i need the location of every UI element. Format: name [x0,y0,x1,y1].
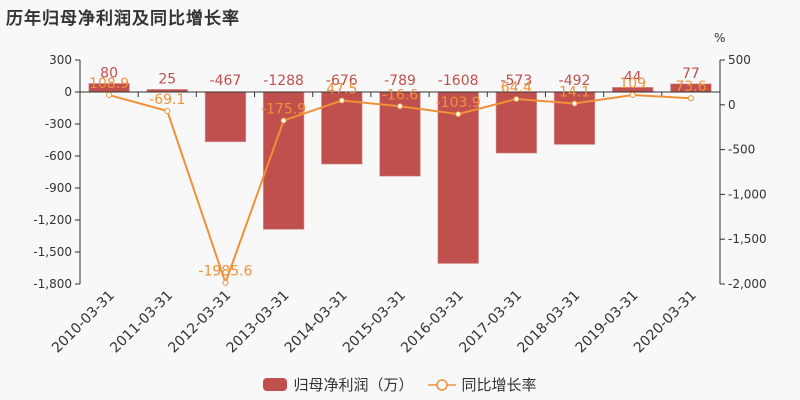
legend-label-growth-rate: 同比增长率 [461,376,537,394]
bar-value-label: -573 [500,73,532,89]
bar-value-label: -492 [559,73,591,89]
right-axis-tick-label: 0 [728,98,736,112]
bar [204,91,247,143]
right-axis-tick-label: 500 [728,53,751,67]
legend: 归母净利润（万） 同比增长率 [0,374,800,395]
growth-rate-label: 47.5 [326,82,357,98]
bar-value-label: -1288 [263,73,304,89]
chart-title: 历年归母净利润及同比增长率 [6,9,240,29]
growth-rate-label: 64.4 [501,80,532,96]
growth-rate-label: -103.9 [436,95,481,111]
bar-swatch-icon [263,378,288,391]
legend-item-growth-rate[interactable]: 同比增长率 [427,374,537,395]
bar [321,91,363,165]
right-axis-tick-label: -1,500 [728,232,767,246]
bar-value-label: 44 [624,69,642,85]
right-axis-unit: % [714,31,725,45]
left-axis-tick-label: -1,200 [33,213,72,227]
right-axis-tick-label: -500 [728,143,755,157]
left-axis-tick-label: -900 [45,181,72,195]
bar-value-label: 77 [682,66,700,82]
growth-rate-point [513,96,520,103]
growth-rate-label: -1985.6 [198,264,252,280]
growth-rate-point [280,117,287,124]
line-marker-icon [427,378,456,391]
bar-value-label: -789 [384,73,416,89]
right-axis-tick-label: -1,000 [728,187,767,201]
bar-value-label: 25 [158,71,176,87]
left-axis-tick-label: -600 [45,149,72,163]
bar-value-label: -467 [210,73,242,89]
left-axis-tick-label: -1,800 [33,277,72,291]
left-axis-tick-label: -1,500 [33,245,72,259]
legend-item-net-profit[interactable]: 归母净利润（万） [263,374,414,395]
x-axis-category-label: 2020-03-31 [631,288,700,357]
bar-value-label: -676 [326,73,358,89]
growth-rate-point [455,111,462,118]
growth-rate-label: -69.1 [149,92,185,108]
growth-rate-point [571,100,578,107]
legend-label-net-profit: 归母净利润（万） [293,376,414,394]
growth-rate-point [687,95,694,102]
growth-rate-point [397,103,403,110]
left-axis-tick-label: -300 [45,117,72,131]
growth-rate-point [629,92,636,99]
bar [437,91,479,264]
left-axis-tick-label: 0 [64,85,72,99]
growth-rate-label: -175.9 [261,102,306,118]
growth-rate-point [106,92,113,99]
growth-rate-label: 109 [619,76,646,92]
left-axis-tick-label: 300 [49,53,72,67]
growth-rate-label: 73.6 [675,79,706,95]
growth-rate-label: -16.6 [382,87,418,103]
bar-value-label: -1608 [438,73,479,89]
growth-rate-point [222,279,229,286]
growth-rate-point [338,97,345,104]
growth-rate-label: 108.9 [89,76,129,92]
bar-value-label: 80 [100,65,118,81]
right-axis-tick-label: -2,000 [728,277,767,291]
growth-rate-point [164,107,171,114]
growth-rate-label: 14.1 [559,85,590,101]
